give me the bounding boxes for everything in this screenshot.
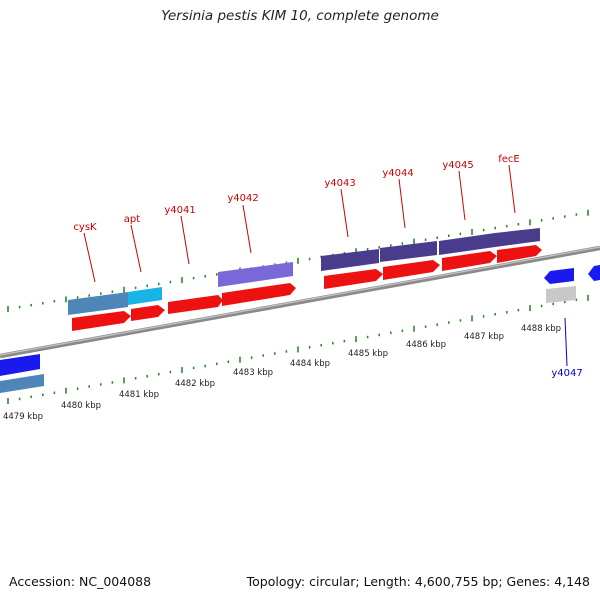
gene-label-y4044[interactable]: y4044 <box>382 168 413 179</box>
cds-arrow-reverse-right[interactable] <box>588 265 600 281</box>
cds-track-forward <box>72 245 542 331</box>
cog-box-y4042[interactable] <box>218 262 293 287</box>
kbp-label-4487: 4487 kbp <box>464 332 504 342</box>
cds-arrow-y4041[interactable] <box>168 295 223 314</box>
gene-label-y4041[interactable]: y4041 <box>164 205 195 216</box>
kbp-label-4482: 4482 kbp <box>175 379 215 389</box>
backbone-highlight <box>0 246 600 356</box>
genome-summary-text: Topology: circular; Length: 4,600,755 bp… <box>246 574 590 589</box>
cog-box-y4044[interactable] <box>380 241 437 262</box>
cds-arrow-y4044[interactable] <box>383 260 440 280</box>
backbone-line <box>0 245 600 359</box>
cds-arrow-reverse-left[interactable] <box>0 354 40 376</box>
gene-label-fecE[interactable]: fecE <box>498 154 520 165</box>
map-title: Yersinia pestis KIM 10, complete genome <box>161 8 439 24</box>
kbp-label-4480: 4480 kbp <box>61 401 101 411</box>
cog-track-forward <box>68 228 540 315</box>
cds-arrow-fecE[interactable] <box>497 245 542 263</box>
cog-box-y4043[interactable] <box>321 249 379 271</box>
kbp-label-4483: 4483 kbp <box>233 368 273 378</box>
gene-label-y4045[interactable]: y4045 <box>442 160 473 171</box>
cog-box-cysK[interactable] <box>68 292 128 315</box>
gene-label-y4042[interactable]: y4042 <box>227 193 258 204</box>
inner-tick-row <box>7 294 589 404</box>
kbp-label-4486: 4486 kbp <box>406 340 446 350</box>
cds-track-reverse <box>0 265 600 393</box>
kbp-label-4485: 4485 kbp <box>348 349 388 359</box>
cds-arrow-apt[interactable] <box>131 305 165 321</box>
label-leaders <box>83 164 568 367</box>
cds-arrow-y4042[interactable] <box>222 283 296 306</box>
cog-box-apt[interactable] <box>128 287 162 305</box>
kbp-label-4484: 4484 kbp <box>290 359 330 369</box>
cds-arrow-y4043[interactable] <box>324 269 383 289</box>
cog-box-y4047[interactable] <box>546 286 576 303</box>
cds-arrow-cysK[interactable] <box>72 311 131 331</box>
gene-label-apt[interactable]: apt <box>124 214 140 225</box>
cds-arrow-y4047[interactable] <box>544 268 574 284</box>
kbp-label-4488: 4488 kbp <box>521 324 561 334</box>
kbp-labels: 4479 kbp 4480 kbp 4481 kbp 4482 kbp 4483… <box>3 324 561 422</box>
gene-label-y4047[interactable]: y4047 <box>551 368 582 379</box>
cds-arrow-y4045[interactable] <box>442 251 497 271</box>
gene-labels: cysK apt y4041 y4042 y4043 y4044 y4045 f… <box>73 154 582 379</box>
cog-box-y4045[interactable] <box>439 233 495 255</box>
kbp-label-4481: 4481 kbp <box>119 390 159 400</box>
cog-box-fecE[interactable] <box>495 228 540 247</box>
gene-label-cysK[interactable]: cysK <box>73 222 97 233</box>
cog-box-reverse-left[interactable] <box>0 374 44 393</box>
accession-text: Accession: NC_004088 <box>9 574 152 589</box>
kbp-label-4479: 4479 kbp <box>3 412 43 422</box>
genome-backbone <box>0 245 600 359</box>
gene-label-y4043[interactable]: y4043 <box>324 178 355 189</box>
